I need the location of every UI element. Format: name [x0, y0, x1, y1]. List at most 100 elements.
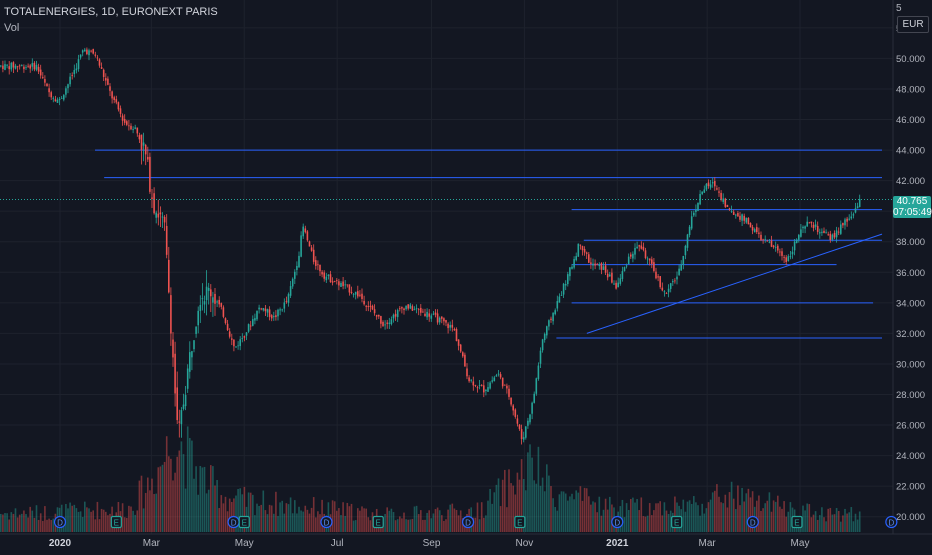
volume-bar	[659, 501, 661, 532]
symbol-title[interactable]: TOTALENERGIES, 1D, EURONEXT PARIS	[4, 6, 218, 18]
volume-bar	[453, 508, 456, 532]
volume-bar	[480, 502, 483, 532]
candle-body	[380, 316, 382, 324]
candle-body	[287, 294, 290, 303]
candle-body	[747, 218, 750, 225]
candle-body	[501, 377, 504, 387]
candle-body	[382, 321, 384, 326]
earnings-marker-box	[791, 515, 803, 529]
candle-body	[163, 216, 166, 223]
candle-body	[812, 224, 815, 229]
dividend-marker-circle	[461, 515, 475, 529]
volume-bar	[298, 506, 300, 532]
candle-body	[588, 254, 590, 263]
volume-bar	[90, 511, 92, 532]
candle-body	[71, 75, 73, 76]
volume-bar	[21, 513, 23, 532]
volume-bar	[0, 513, 2, 532]
candle-body	[840, 224, 842, 234]
volume-bar	[10, 512, 13, 532]
x-tick-label: Sep	[423, 538, 441, 549]
volume-bar	[413, 506, 416, 532]
candle-body	[273, 316, 275, 318]
candle-body	[646, 258, 649, 260]
volume-bar	[46, 519, 48, 532]
candle-body	[753, 229, 756, 233]
candle-body	[331, 281, 334, 283]
candle-body	[770, 240, 773, 247]
candle-body	[529, 414, 531, 423]
earnings-marker: E	[110, 515, 122, 529]
price-axis[interactable]: 52.00050.00048.00046.00044.00042.00040.0…	[892, 0, 925, 534]
candle-body	[512, 405, 514, 411]
volume-bar	[2, 514, 4, 532]
volume-bar	[107, 515, 109, 532]
event-marker-label: D	[57, 518, 63, 527]
candle-body	[392, 314, 395, 319]
candle-body	[768, 241, 771, 243]
volume-bar	[422, 519, 424, 532]
candle-body	[556, 301, 559, 309]
candle-body	[222, 307, 225, 317]
earnings-marker-box	[671, 515, 683, 529]
candle-body	[548, 320, 550, 327]
volume-bar	[483, 517, 485, 532]
volume-bar	[743, 501, 745, 532]
volume-bar	[336, 510, 338, 532]
candle-body	[369, 305, 372, 307]
volume-bar	[438, 510, 441, 532]
volume-label[interactable]: Vol	[4, 22, 20, 34]
price-axis-top-mark: 5	[896, 3, 902, 14]
volume-bar	[804, 510, 806, 532]
candle-body	[531, 402, 533, 414]
candle-body	[142, 142, 145, 146]
volume-bar	[630, 499, 632, 532]
volume-bar	[779, 506, 781, 532]
volume-bar	[256, 503, 258, 532]
volume-bar	[195, 466, 197, 532]
candle-body	[338, 281, 340, 286]
support-resistance-lines[interactable]	[95, 149, 883, 339]
candle-body	[289, 286, 292, 296]
volume-bar	[361, 506, 363, 532]
candle-body	[472, 381, 475, 386]
candle-body	[443, 318, 445, 322]
x-tick-label: Mar	[143, 538, 161, 549]
volume-bar	[172, 480, 174, 532]
volume-bar	[840, 521, 842, 532]
candle-body	[606, 273, 609, 278]
volume-bar	[151, 478, 153, 532]
candle-body	[760, 234, 762, 241]
candle-body	[504, 384, 506, 386]
candle-body	[256, 310, 258, 320]
currency-button[interactable]: EUR	[897, 16, 929, 33]
time-axis[interactable]: 2020 Mar May Jul Sep Nov 2021 Mar May	[0, 533, 932, 549]
volume-bar	[829, 507, 832, 532]
candle-body	[205, 286, 208, 301]
volume-bar	[388, 510, 391, 532]
candle-body	[648, 258, 651, 261]
volume-bar	[762, 508, 764, 532]
candle-body	[37, 66, 40, 72]
candle-body	[791, 251, 794, 255]
candle-body	[546, 326, 548, 336]
volume-bar	[627, 510, 630, 532]
volume-bar	[739, 505, 741, 532]
candle-body	[457, 339, 460, 346]
candle-body	[510, 397, 512, 405]
volume-bar	[155, 493, 157, 532]
volume-bar	[109, 513, 111, 532]
candle-body	[239, 339, 241, 347]
candle-body	[94, 54, 97, 56]
volume-bar	[165, 436, 168, 532]
candle-body	[312, 249, 315, 262]
y-tick-label: 20.000	[896, 512, 925, 523]
candle-body	[323, 272, 325, 279]
candle-body	[352, 293, 355, 295]
candle-body	[176, 387, 178, 421]
volume-bar	[359, 510, 361, 532]
volume-bar	[31, 510, 34, 532]
